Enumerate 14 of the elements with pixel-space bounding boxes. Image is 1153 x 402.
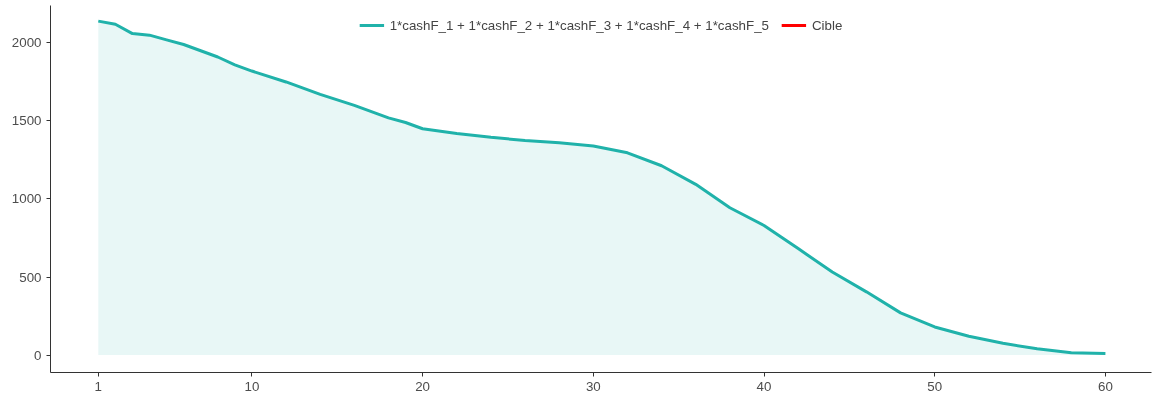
x-tick-label: 1 xyxy=(94,378,103,394)
x-tick-label: 30 xyxy=(585,378,601,394)
x-tick-label: 10 xyxy=(244,378,260,394)
legend-label: 1*cashF_1 + 1*cashF_2 + 1*cashF_3 + 1*cashF_4 + 1*cashF_5 xyxy=(389,17,769,33)
x-tick-label: 60 xyxy=(1098,378,1113,394)
x-tick-label: 50 xyxy=(927,378,943,394)
y-tick-label: 2000 xyxy=(11,35,42,51)
x-tick-label: 20 xyxy=(415,378,431,394)
y-tick-label: 1500 xyxy=(11,113,42,129)
x-tick-label: 40 xyxy=(756,378,772,394)
y-tick-label: 0 xyxy=(34,347,42,363)
y-tick-label: 500 xyxy=(19,269,42,285)
y-tick-label: 1000 xyxy=(11,191,42,207)
legend-label: Cible xyxy=(811,17,843,33)
